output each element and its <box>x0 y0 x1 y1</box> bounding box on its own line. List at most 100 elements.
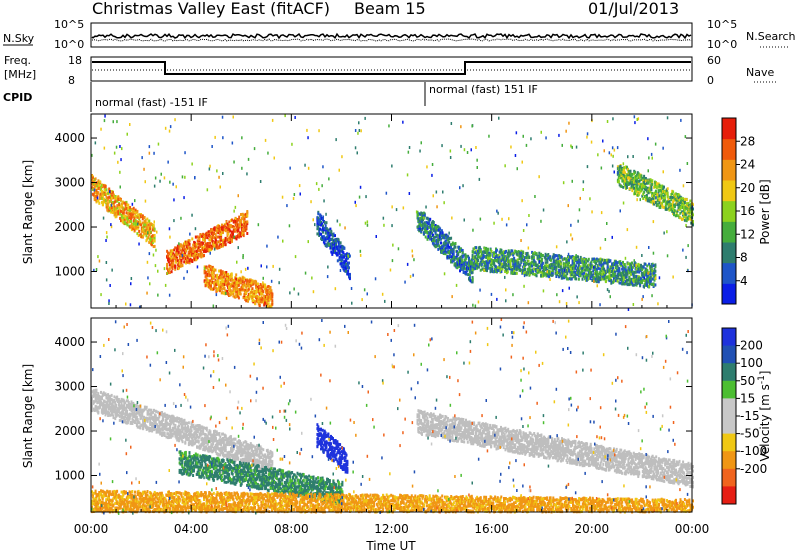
power-speckle-cell <box>460 125 462 129</box>
power-speckle-cell <box>575 145 578 149</box>
power-cell <box>495 248 498 252</box>
power-speckle-cell <box>104 198 107 202</box>
power-cell <box>506 264 509 268</box>
power-cell <box>419 222 422 226</box>
power-speckle-cell <box>100 293 102 297</box>
power-cell <box>91 186 93 190</box>
power-cell <box>650 282 653 286</box>
power-speckle-cell <box>259 180 262 183</box>
power-speckle-cell <box>534 195 536 198</box>
power-cell <box>119 211 122 215</box>
power-speckle-cell <box>663 231 665 235</box>
power-cell <box>587 276 590 280</box>
power-cell <box>318 220 321 224</box>
power-cell <box>245 285 248 289</box>
power-cell <box>668 200 671 204</box>
power-cell <box>638 179 641 183</box>
power-cell <box>467 254 470 258</box>
power-speckle-cell <box>291 142 293 146</box>
power-cell <box>152 225 155 229</box>
power-cell <box>203 246 205 250</box>
power-cell <box>517 250 520 254</box>
power-cell <box>649 279 652 283</box>
power-cell <box>229 289 232 293</box>
power-speckle-cell <box>567 204 569 208</box>
power-cell <box>240 223 243 227</box>
power-cell <box>629 172 632 176</box>
power-speckle-cell <box>104 114 106 118</box>
power-cell <box>175 254 178 258</box>
power-cell <box>117 195 120 199</box>
power-cell <box>633 263 636 267</box>
power-cell <box>210 282 212 286</box>
power-speckle-cell <box>611 235 613 239</box>
power-cell <box>144 223 147 227</box>
power-cell <box>546 260 549 264</box>
power-cell <box>520 249 523 253</box>
power-speckle-cell <box>150 230 152 234</box>
power-cell <box>116 199 119 203</box>
power-speckle-cell <box>634 121 636 125</box>
power-cell <box>604 279 607 283</box>
power-cell <box>331 252 334 256</box>
power-cell <box>348 277 351 281</box>
power-cell <box>554 254 557 257</box>
power-cell <box>241 287 244 291</box>
power-cell <box>254 302 257 306</box>
power-speckle-cell <box>216 169 218 173</box>
power-speckle-cell <box>613 148 616 152</box>
power-speckle-cell <box>105 239 107 242</box>
power-cell <box>501 262 504 266</box>
power-cell <box>244 289 247 292</box>
power-speckle-cell <box>481 262 483 266</box>
power-cell <box>262 290 265 294</box>
power-cell <box>429 223 432 227</box>
power-speckle-cell <box>278 281 280 285</box>
power-cell <box>205 270 208 274</box>
power-heatmap <box>91 114 694 311</box>
power-cell <box>210 235 213 239</box>
power-cell <box>235 293 238 297</box>
power-speckle-cell <box>596 284 598 288</box>
power-cell <box>619 281 622 285</box>
power-cell <box>616 279 619 283</box>
power-cell <box>631 180 634 184</box>
power-speckle-cell <box>112 120 114 124</box>
power-speckle-cell <box>169 235 171 239</box>
power-cell <box>631 265 634 269</box>
power-cell <box>579 255 582 259</box>
power-speckle-cell <box>490 292 493 296</box>
freq-panel-frame <box>90 56 693 82</box>
power-cell <box>582 274 585 278</box>
power-speckle-cell <box>636 198 638 202</box>
power-cell <box>500 270 503 273</box>
power-speckle-cell <box>522 134 524 138</box>
power-cell <box>419 227 422 231</box>
power-cell <box>447 235 450 239</box>
power-cell <box>661 202 664 206</box>
power-cell <box>590 260 593 264</box>
power-cell <box>267 285 270 288</box>
power-cell <box>450 243 453 247</box>
power-speckle-cell <box>293 287 295 291</box>
power-cell <box>602 265 605 269</box>
power-speckle-cell <box>682 248 684 252</box>
power-speckle-cell <box>505 288 507 292</box>
power-cell <box>101 194 104 198</box>
power-speckle-cell <box>231 141 234 145</box>
power-cell <box>209 238 212 242</box>
power-cell <box>217 235 220 239</box>
power-cell <box>117 212 120 216</box>
power-speckle-cell <box>408 192 411 195</box>
power-cell <box>153 236 156 240</box>
power-speckle-cell <box>131 202 134 206</box>
power-cell <box>324 224 327 228</box>
power-speckle-cell <box>163 176 166 180</box>
power-speckle-cell <box>354 129 357 132</box>
power-speckle-cell <box>113 151 116 155</box>
power-y-tick-label: 3000 <box>54 176 85 190</box>
power-speckle-cell <box>234 205 237 209</box>
power-cell <box>423 212 426 216</box>
power-speckle-cell <box>237 246 239 250</box>
power-cell <box>171 249 174 253</box>
